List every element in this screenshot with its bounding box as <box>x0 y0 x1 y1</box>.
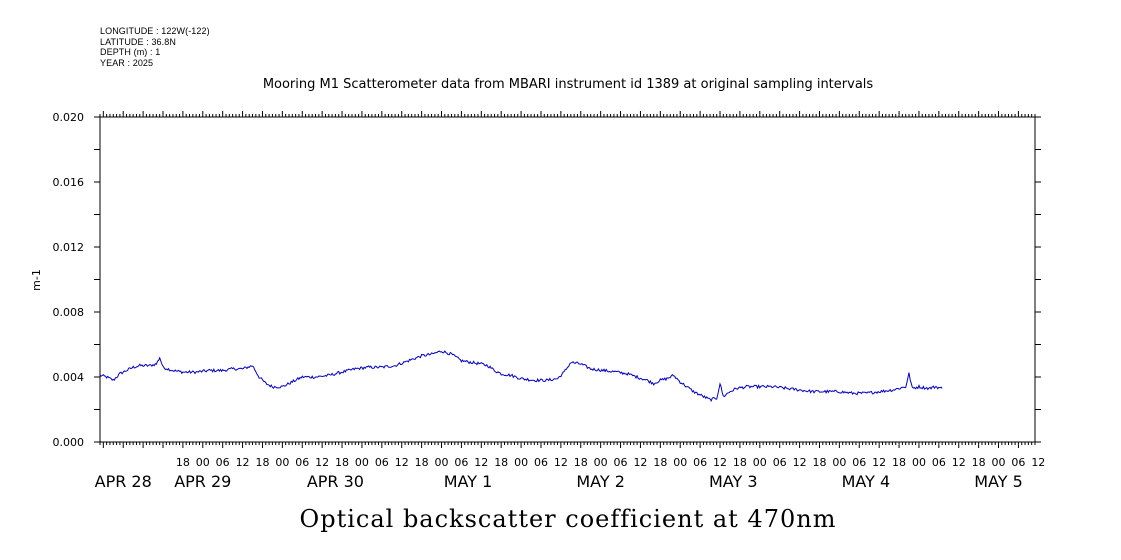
x-hour-label: 00 <box>594 456 608 469</box>
x-hour-label: 18 <box>892 456 906 469</box>
x-hour-label: 12 <box>554 456 568 469</box>
x-hour-label: 18 <box>574 456 588 469</box>
x-hour-label: 12 <box>474 456 488 469</box>
x-hour-label: 18 <box>255 456 269 469</box>
depth-text: DEPTH (m) : 1 <box>100 47 161 57</box>
x-hour-label: 18 <box>972 456 986 469</box>
y-tick-label: 0.016 <box>53 176 85 189</box>
x-hour-label: 12 <box>633 456 647 469</box>
x-hour-label: 18 <box>812 456 826 469</box>
series-line <box>99 350 943 403</box>
y-tick-label: 0.000 <box>53 436 85 449</box>
axis-labels: 0.000 0.004 0.008 0.012 0.016 0.020 18 00 06 12 18… <box>53 111 1046 491</box>
x-hour-label: 18 <box>653 456 667 469</box>
y-tick-label: 0.020 <box>53 111 85 124</box>
x-hour-label: 06 <box>454 456 468 469</box>
chart-subtitle: Mooring M1 Scatterometer data from MBARI… <box>262 77 874 92</box>
x-hour-label: 06 <box>693 456 707 469</box>
y-tick-label: 0.012 <box>53 241 85 254</box>
x-hour-label: 06 <box>773 456 787 469</box>
latitude-text: LATITUDE : 36.8N <box>100 36 176 47</box>
longitude-text: LONGITUDE : 122W(-122) <box>100 26 210 36</box>
x-hour-label: 18 <box>494 456 508 469</box>
x-hour-label: 00 <box>832 456 846 469</box>
x-hour-label: 06 <box>1011 456 1025 469</box>
year-text: YEAR : 2025 <box>100 57 154 68</box>
axis-ticks <box>94 111 1041 448</box>
x-hour-label: 18 <box>415 456 429 469</box>
y-tick-label: 0.008 <box>53 306 85 319</box>
x-hour-label: 18 <box>733 456 747 469</box>
x-hour-label: 00 <box>514 456 528 469</box>
x-hour-label: 00 <box>992 456 1006 469</box>
chart-title: Optical backscatter coefficient at 470nm <box>299 505 837 533</box>
x-date-label: APR 30 <box>307 472 364 491</box>
x-hour-label: 06 <box>375 456 389 469</box>
x-hour-label: 06 <box>932 456 946 469</box>
y-tick-label: 0.004 <box>53 371 85 384</box>
x-date-label: MAY 4 <box>842 472 891 491</box>
x-date-label: APR 28 <box>95 472 152 491</box>
x-date-label: APR 29 <box>174 472 231 491</box>
x-date-label: MAY 2 <box>576 472 625 491</box>
x-hour-label: 00 <box>673 456 687 469</box>
x-hour-label: 18 <box>176 456 190 469</box>
x-hour-label: 12 <box>236 456 250 469</box>
x-hour-label: 06 <box>852 456 866 469</box>
backscatter-chart: 0.000 0.004 0.008 0.012 0.016 0.020 18 00 06 12 18… <box>30 111 1046 491</box>
x-hour-label: 06 <box>216 456 230 469</box>
x-hour-label: 18 <box>335 456 349 469</box>
x-hour-label: 00 <box>196 456 210 469</box>
x-hour-label: 00 <box>435 456 449 469</box>
x-hour-label: 12 <box>793 456 807 469</box>
x-date-label: MAY 3 <box>709 472 758 491</box>
x-hour-label: 12 <box>952 456 966 469</box>
y-axis-label: m-1 <box>30 269 43 291</box>
x-date-label: MAY 1 <box>444 472 493 491</box>
plot-frame <box>99 116 1036 443</box>
x-hour-label: 00 <box>753 456 767 469</box>
x-hour-label: 06 <box>295 456 309 469</box>
x-hour-label: 12 <box>713 456 727 469</box>
x-hour-label: 06 <box>534 456 548 469</box>
x-hour-label: 12 <box>315 456 329 469</box>
x-hour-label: 00 <box>355 456 369 469</box>
metadata-block: LONGITUDE : 122W(-122) LATITUDE : 36.8N … <box>100 26 210 68</box>
x-hour-label: 12 <box>395 456 409 469</box>
x-date-label: MAY 5 <box>974 472 1023 491</box>
x-hour-label: 12 <box>1031 456 1045 469</box>
x-hour-label: 06 <box>614 456 628 469</box>
x-hour-label: 12 <box>872 456 886 469</box>
x-hour-label: 00 <box>275 456 289 469</box>
x-hour-label: 00 <box>912 456 926 469</box>
